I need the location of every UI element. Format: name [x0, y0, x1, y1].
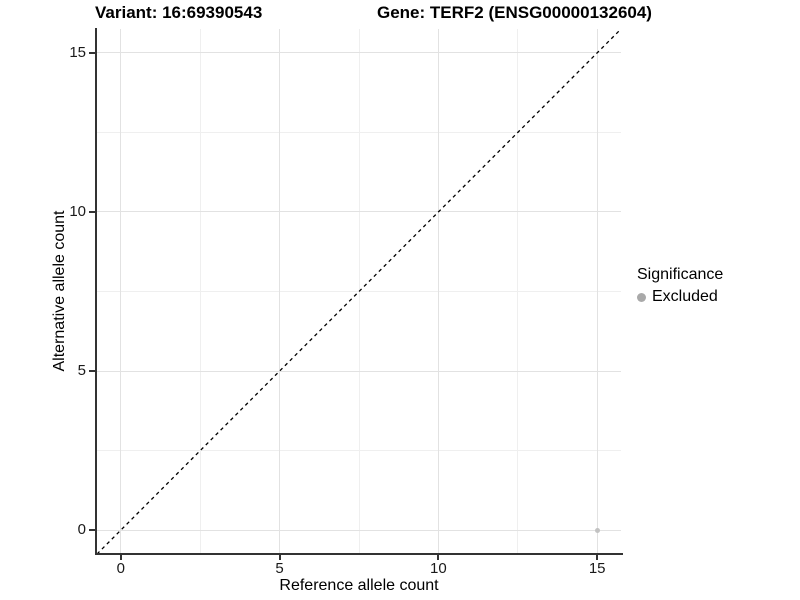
y-axis-tick [89, 529, 95, 532]
plot-title-gene: Gene: TERF2 (ENSG00000132604) [377, 3, 652, 22]
gridline-major-horizontal [97, 370, 621, 372]
y-tick-label: 15 [69, 43, 86, 61]
gridline-major-vertical [596, 29, 598, 554]
x-axis-tick [119, 555, 122, 560]
y-tick-label: 5 [77, 362, 86, 380]
gridline-minor-horizontal [97, 450, 621, 452]
gridline-major-vertical [437, 29, 439, 554]
x-tick-label: 5 [275, 560, 284, 577]
data-point-excluded [594, 527, 600, 533]
x-axis-tick [596, 555, 599, 560]
x-axis-line [95, 553, 623, 555]
gridline-major-horizontal [97, 529, 621, 531]
x-axis-title: Reference allele count [279, 577, 439, 594]
y-axis-tick [89, 51, 95, 54]
y-axis-tick [89, 210, 95, 213]
y-axis-line [95, 28, 97, 555]
y-axis-tick [89, 370, 95, 373]
gridline-major-vertical [120, 29, 122, 554]
gridline-minor-horizontal [97, 131, 621, 133]
legend-item-label: Excluded [652, 288, 718, 305]
gridline-major-horizontal [97, 211, 621, 213]
legend-circle-marker-icon [637, 292, 646, 302]
x-tick-label: 0 [116, 560, 125, 577]
x-tick-label: 15 [588, 560, 606, 577]
x-tick-label: 10 [430, 560, 447, 577]
plot-title-variant: Variant: 16:69390543 [95, 3, 263, 22]
identity-dashed-line [97, 29, 621, 554]
y-tick-label: 0 [77, 521, 86, 539]
legend-item-excluded: Excluded [637, 288, 723, 306]
plot-panel [97, 29, 621, 554]
legend-title: Significance [637, 266, 724, 283]
gridline-minor-horizontal [97, 291, 621, 292]
legend: Significance Excluded [637, 266, 723, 306]
x-axis-tick [437, 555, 440, 560]
x-axis-tick [278, 555, 281, 560]
y-tick-label: 10 [69, 202, 86, 220]
gridline-major-vertical [279, 29, 281, 554]
gridline-major-horizontal [97, 52, 621, 54]
y-axis-title: Alternative allele count [51, 210, 68, 372]
